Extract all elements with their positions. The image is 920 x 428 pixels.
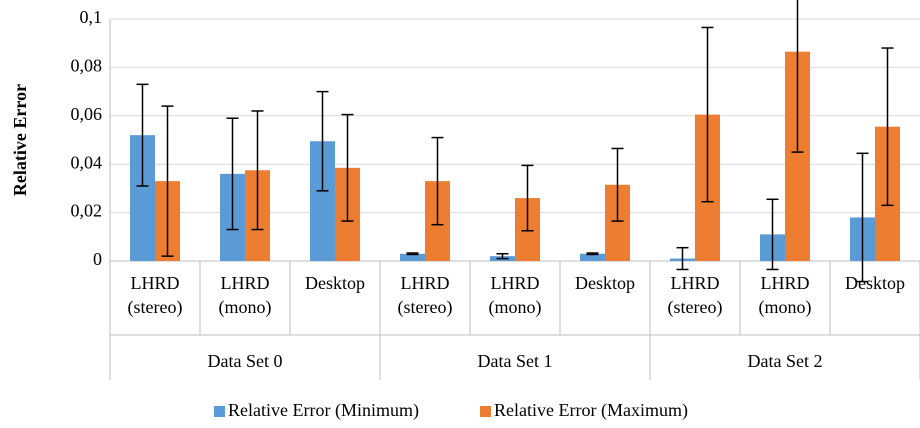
error-bar bbox=[251, 110, 264, 231]
x-tick-label: Desktop bbox=[845, 273, 905, 293]
group-label: Data Set 2 bbox=[748, 351, 823, 371]
error-bar bbox=[701, 26, 714, 203]
error-bar bbox=[611, 147, 624, 222]
error-bar bbox=[136, 83, 149, 187]
error-bar bbox=[406, 252, 419, 256]
x-tick-label: Desktop bbox=[575, 273, 635, 293]
bar bbox=[400, 253, 425, 261]
error-bar bbox=[856, 152, 869, 283]
error-bar bbox=[431, 136, 444, 226]
bar bbox=[580, 253, 605, 261]
error-bar bbox=[226, 117, 239, 231]
y-tick-label: 0,04 bbox=[71, 152, 103, 172]
x-tick-label: Desktop bbox=[305, 273, 365, 293]
x-tick-label: LHRD (stereo) bbox=[398, 273, 453, 318]
y-tick-label: 0,06 bbox=[71, 104, 103, 124]
x-tick-label: LHRD (stereo) bbox=[668, 273, 723, 318]
error-bar bbox=[316, 90, 329, 192]
x-tick-label: LHRD (stereo) bbox=[128, 273, 183, 318]
error-bar bbox=[496, 252, 509, 260]
legend-label: Relative Error (Minimum) bbox=[228, 400, 419, 421]
error-bar bbox=[676, 246, 689, 271]
x-tick-label: LHRD (mono) bbox=[759, 273, 812, 318]
error-bar bbox=[881, 47, 894, 207]
error-bar bbox=[766, 198, 779, 271]
error-bar bbox=[521, 164, 534, 232]
error-bar bbox=[161, 105, 174, 257]
y-axis-label: Relative Error bbox=[10, 84, 30, 196]
group-label: Data Set 1 bbox=[478, 351, 553, 371]
y-tick-label: 0 bbox=[93, 249, 102, 269]
legend-swatch bbox=[480, 406, 491, 417]
x-tick-label: LHRD (mono) bbox=[489, 273, 542, 318]
error-bar bbox=[341, 113, 354, 222]
legend-swatch bbox=[214, 406, 225, 417]
error-bar bbox=[791, 0, 804, 153]
y-tick-label: 0,1 bbox=[80, 7, 103, 27]
group-label: Data Set 0 bbox=[208, 351, 283, 371]
legend-label: Relative Error (Maximum) bbox=[494, 400, 688, 421]
error-bar bbox=[586, 252, 599, 256]
x-tick-label: LHRD (mono) bbox=[219, 273, 272, 318]
y-tick-label: 0,08 bbox=[71, 56, 103, 76]
y-tick-label: 0,02 bbox=[71, 201, 103, 221]
